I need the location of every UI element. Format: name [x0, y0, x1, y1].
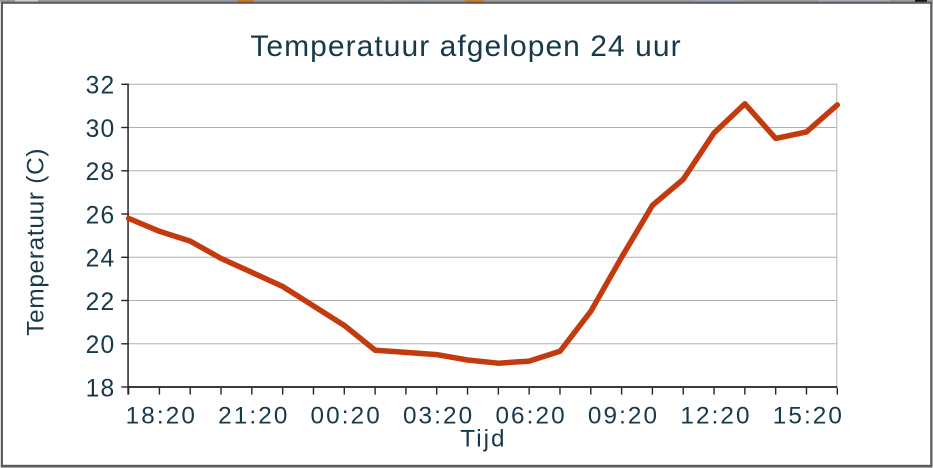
svg-text:12:20: 12:20	[680, 403, 751, 430]
svg-text:00:20: 00:20	[311, 403, 382, 430]
svg-text:32: 32	[86, 73, 116, 100]
svg-text:21:20: 21:20	[218, 403, 289, 430]
svg-text:28: 28	[86, 159, 116, 186]
svg-text:24: 24	[86, 246, 116, 273]
svg-text:30: 30	[86, 116, 116, 143]
svg-text:Tijd: Tijd	[460, 426, 506, 453]
svg-text:Temperatuur afgelopen 24 uur: Temperatuur afgelopen 24 uur	[250, 30, 681, 63]
svg-text:03:20: 03:20	[403, 403, 474, 430]
svg-text:20: 20	[86, 332, 116, 359]
svg-text:Temperatuur (C): Temperatuur (C)	[23, 148, 50, 336]
svg-text:18:20: 18:20	[126, 403, 197, 430]
svg-text:18: 18	[86, 375, 116, 402]
svg-text:09:20: 09:20	[588, 403, 659, 430]
svg-text:22: 22	[86, 289, 116, 316]
svg-text:06:20: 06:20	[495, 403, 566, 430]
svg-text:26: 26	[86, 202, 116, 229]
svg-text:15:20: 15:20	[773, 403, 844, 430]
